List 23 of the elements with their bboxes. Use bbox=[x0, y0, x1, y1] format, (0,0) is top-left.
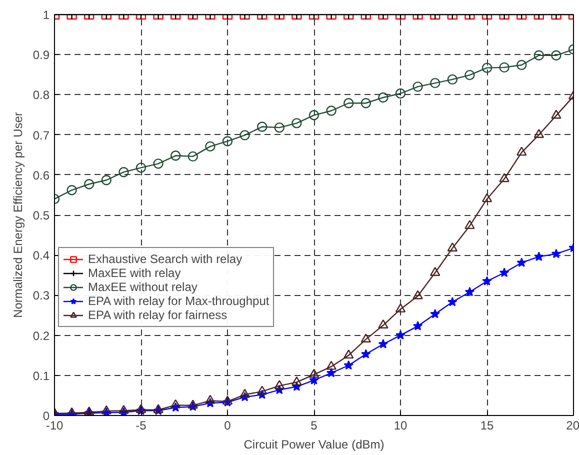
y-tick-label: 0.7 bbox=[32, 128, 50, 142]
y-tick-label: 0.2 bbox=[32, 328, 50, 343]
x-tick-label: 0 bbox=[224, 418, 232, 432]
x-tick-label: 15 bbox=[480, 418, 494, 432]
legend-label: Exhaustive Search with relay bbox=[88, 252, 242, 266]
y-tick-label: 0.3 bbox=[32, 288, 50, 303]
x-tick-label: 20 bbox=[566, 418, 579, 432]
y-tick-label: 0.8 bbox=[32, 88, 50, 102]
y-tick-label: 0.1 bbox=[32, 368, 50, 383]
y-tick-label: 0.6 bbox=[32, 168, 50, 182]
legend-label: EPA with relay for Max-throughput bbox=[88, 294, 270, 308]
x-tick-label: 5 bbox=[310, 418, 318, 432]
legend-label: MaxEE with relay bbox=[88, 266, 181, 280]
y-tick-label: 0.5 bbox=[32, 208, 50, 222]
x-tick-label: 10 bbox=[394, 418, 408, 432]
legend-label: EPA with relay for fairness bbox=[88, 308, 228, 322]
x-tick-label: -5 bbox=[136, 418, 147, 432]
legend-label: MaxEE without relay bbox=[88, 280, 198, 294]
y-axis-title: Normalized Energy Efficiency per User bbox=[10, 112, 25, 318]
y-tick-label: 1 bbox=[42, 8, 50, 22]
y-tick-label: 0.4 bbox=[32, 248, 50, 263]
y-tick-label: 0.9 bbox=[32, 48, 50, 62]
x-axis-title: Circuit Power Value (dBm) bbox=[244, 438, 384, 452]
